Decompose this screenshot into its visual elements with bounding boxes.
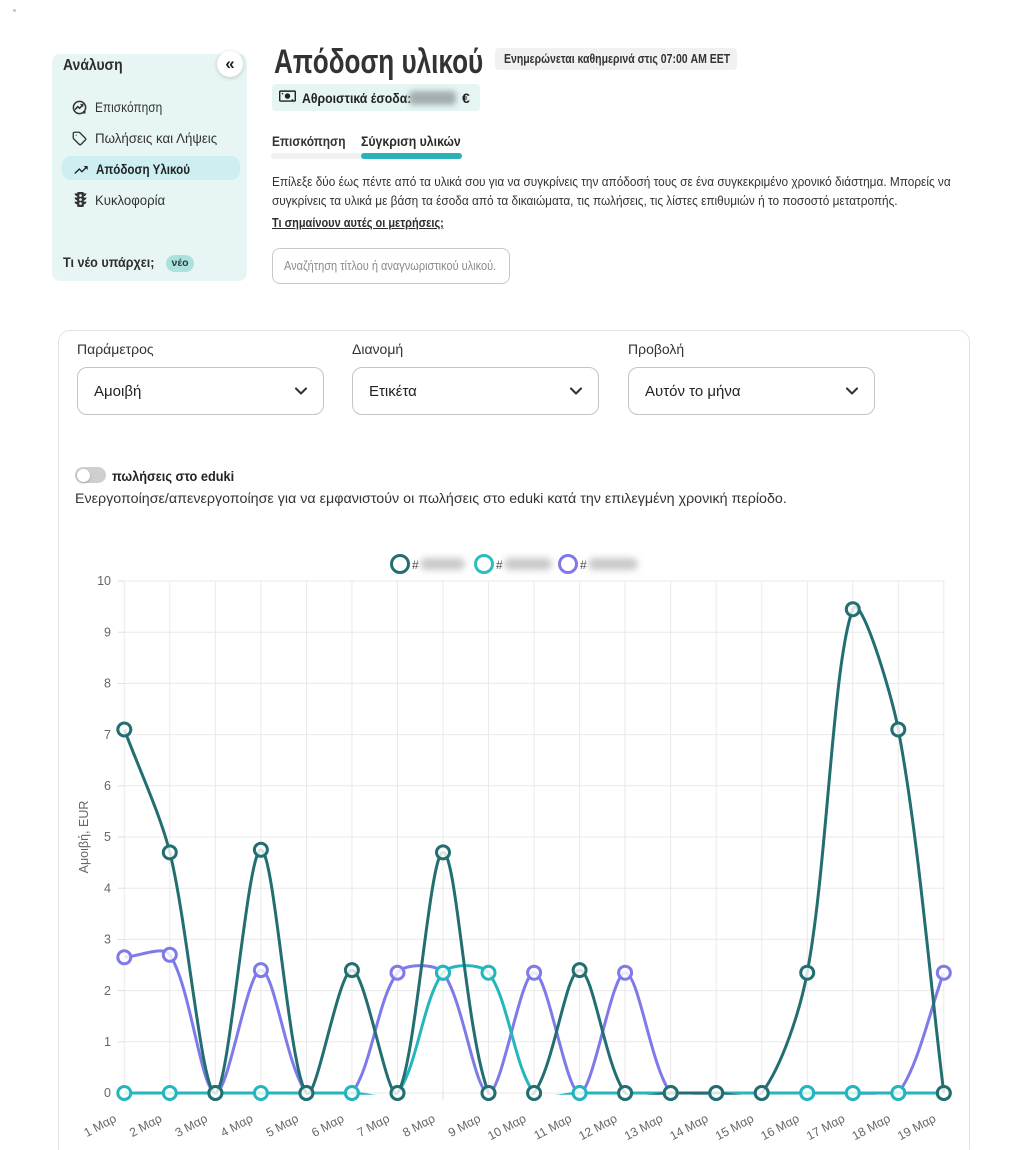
svg-text:5 Μαρ: 5 Μαρ: [264, 1111, 301, 1140]
svg-text:19 Μαρ: 19 Μαρ: [895, 1111, 938, 1143]
svg-text:3: 3: [104, 933, 111, 947]
svg-text:2: 2: [104, 984, 111, 998]
svg-text:3 Μαρ: 3 Μαρ: [173, 1111, 210, 1140]
svg-text:1 Μαρ: 1 Μαρ: [82, 1111, 119, 1140]
svg-text:18 Μαρ: 18 Μαρ: [850, 1111, 893, 1143]
svg-text:10: 10: [97, 574, 111, 588]
svg-text:7: 7: [104, 728, 111, 742]
svg-text:15 Μαρ: 15 Μαρ: [713, 1111, 756, 1143]
svg-text:9 Μαρ: 9 Μαρ: [446, 1111, 483, 1140]
svg-text:12 Μαρ: 12 Μαρ: [576, 1111, 619, 1143]
svg-text:16 Μαρ: 16 Μαρ: [758, 1111, 801, 1143]
svg-text:1: 1: [104, 1035, 111, 1049]
svg-text:11 Μαρ: 11 Μαρ: [532, 1111, 574, 1142]
svg-text:9: 9: [104, 625, 111, 639]
svg-text:17 Μαρ: 17 Μαρ: [804, 1111, 847, 1143]
svg-text:8: 8: [104, 677, 111, 691]
svg-text:4: 4: [104, 881, 111, 895]
svg-text:7 Μαρ: 7 Μαρ: [355, 1111, 392, 1140]
svg-text:6: 6: [104, 779, 111, 793]
svg-text:13 Μαρ: 13 Μαρ: [622, 1111, 665, 1143]
svg-text:6 Μαρ: 6 Μαρ: [309, 1111, 346, 1140]
svg-text:Αμοιβή, EUR: Αμοιβή, EUR: [77, 801, 91, 874]
svg-text:0: 0: [104, 1086, 111, 1100]
svg-text:10 Μαρ: 10 Μαρ: [485, 1111, 528, 1143]
svg-text:4 Μαρ: 4 Μαρ: [218, 1111, 255, 1140]
svg-text:8 Μαρ: 8 Μαρ: [400, 1111, 437, 1140]
svg-text:14 Μαρ: 14 Μαρ: [667, 1111, 710, 1143]
svg-text:5: 5: [104, 830, 111, 844]
svg-text:2 Μαρ: 2 Μαρ: [127, 1111, 164, 1140]
